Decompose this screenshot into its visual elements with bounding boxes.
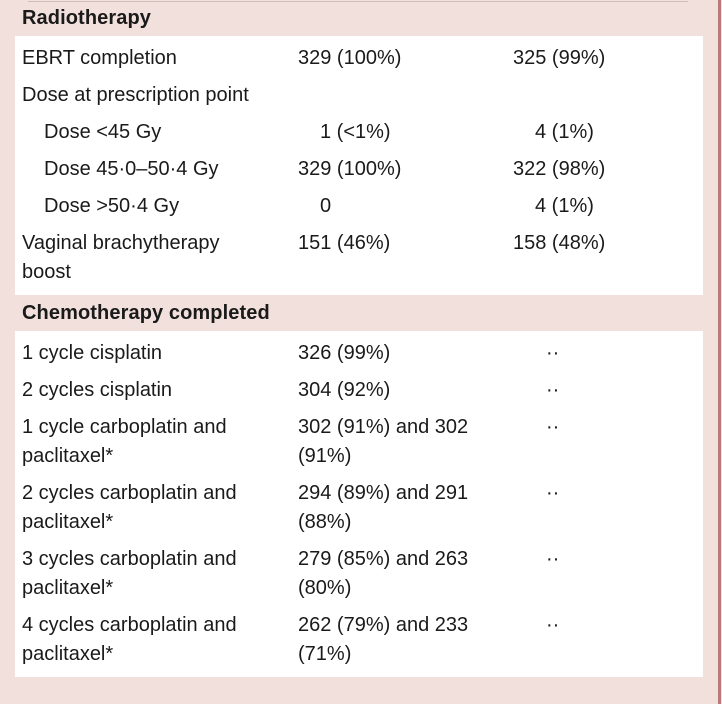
arm1-value: 302 (91%) and 302 (91%) <box>298 416 469 467</box>
arm2-value: ·· <box>546 614 560 636</box>
arm2-value: 325 (99%) <box>513 47 606 69</box>
arm2-value: ·· <box>546 482 560 504</box>
row-label: Dose 45·0–50·4 Gy <box>44 158 219 180</box>
row-label: Dose at prescription point <box>22 84 249 106</box>
arm1-value: 279 (85%) and 263 (80%) <box>298 548 469 599</box>
table-row: 2 cycles cisplatin 304 (92%) ·· <box>15 372 703 409</box>
arm1-value: 1 (<1%) <box>320 121 391 143</box>
arm1-value: 151 (46%) <box>298 232 391 254</box>
table-row: 1 cycle cisplatin 326 (99%) ·· <box>15 335 703 372</box>
arm2-value: 158 (48%) <box>513 232 606 254</box>
table-row: EBRT completion 329 (100%) 325 (99%) <box>15 40 703 77</box>
chemotherapy-rows: 1 cycle cisplatin 326 (99%) ·· 2 cycles … <box>15 331 703 677</box>
radiotherapy-rows: EBRT completion 329 (100%) 325 (99%) Dos… <box>15 36 703 295</box>
arm2-value: ·· <box>546 379 560 401</box>
row-label: 2 cycles cisplatin <box>22 379 173 401</box>
arm1-value: 329 (100%) <box>298 47 402 69</box>
arm1-value: 0 <box>320 195 332 217</box>
table-row: 1 cycle carboplatin and paclitaxel* 302 … <box>15 409 703 475</box>
table-row: 2 cycles carboplatin and paclitaxel* 294… <box>15 475 703 541</box>
row-label: EBRT completion <box>22 47 177 69</box>
arm2-value: ·· <box>546 342 560 364</box>
table-row: 3 cycles carboplatin and paclitaxel* 279… <box>15 541 703 607</box>
table-row: Dose 45·0–50·4 Gy 329 (100%) 322 (98%) <box>15 151 703 188</box>
arm1-value: 304 (92%) <box>298 379 391 401</box>
table-row: Dose at prescription point <box>15 77 703 114</box>
row-label: 1 cycle carboplatin and paclitaxel* <box>22 416 227 467</box>
section-header-radiotherapy: Radiotherapy <box>22 7 152 29</box>
row-label: 2 cycles carboplatin and paclitaxel* <box>22 482 237 533</box>
arm2-value: ·· <box>546 416 560 438</box>
row-label: Dose >50·4 Gy <box>44 195 180 217</box>
table-row: Dose >50·4 Gy 0 4 (1%) <box>15 188 703 225</box>
row-label: Vaginal brachytherapy boost <box>22 232 220 283</box>
table-row: 4 cycles carboplatin and paclitaxel* 262… <box>15 607 703 673</box>
table-row: Dose <45 Gy 1 (<1%) 4 (1%) <box>15 114 703 151</box>
arm1-value: 294 (89%) and 291 (88%) <box>298 482 469 533</box>
arm2-value: ·· <box>546 548 560 570</box>
arm2-value: 4 (1%) <box>535 195 594 217</box>
arm1-value: 326 (99%) <box>298 342 391 364</box>
row-label: 1 cycle cisplatin <box>22 342 163 364</box>
top-crop-hairline <box>28 1 688 2</box>
arm2-value: 4 (1%) <box>535 121 594 143</box>
row-label: 3 cycles carboplatin and paclitaxel* <box>22 548 237 599</box>
section-header-chemotherapy-completed: Chemotherapy completed <box>22 302 270 324</box>
table-row: Vaginal brachytherapy boost 151 (46%) 15… <box>15 225 703 291</box>
arm1-value: 329 (100%) <box>298 158 402 180</box>
arm2-value: 322 (98%) <box>513 158 606 180</box>
row-label: Dose <45 Gy <box>44 121 162 143</box>
page-right-rule <box>718 0 721 704</box>
arm1-value: 262 (79%) and 233 (71%) <box>298 614 469 665</box>
row-label: 4 cycles carboplatin and paclitaxel* <box>22 614 237 665</box>
